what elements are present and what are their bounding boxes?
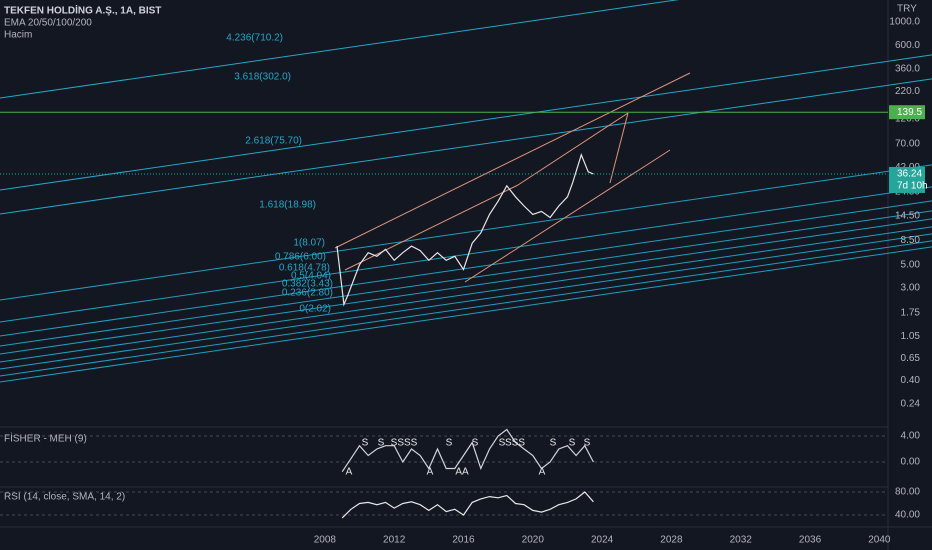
- fib-label: 3.618(302.0): [234, 72, 291, 83]
- fib-line: [0, 78, 932, 215]
- signal: A: [346, 467, 353, 478]
- y-tick-label: 0.00: [901, 457, 921, 468]
- y-tick-label: 4.00: [901, 431, 921, 442]
- y-tick-label: 0.40: [901, 375, 921, 386]
- x-tick-label: 2032: [730, 535, 753, 546]
- fib-line: [0, 186, 932, 323]
- signal: A: [427, 467, 434, 478]
- rsi-line: [341, 491, 594, 519]
- fib-label: 0.618(4.78): [279, 263, 330, 274]
- y-tick-label: 3.00: [901, 283, 921, 294]
- x-tick-label: 2028: [660, 535, 683, 546]
- y-tick-label: 8.50: [901, 235, 921, 246]
- x-tick-label: 2008: [314, 535, 337, 546]
- x-tick-label: 2020: [522, 535, 545, 546]
- fib-line: [0, 200, 932, 337]
- fib-line: [0, 210, 932, 347]
- x-tick-label: 2012: [383, 535, 406, 546]
- fib-line: [0, 54, 932, 191]
- y-tick-label: 600.0: [895, 40, 920, 51]
- x-tick-label: 2040: [868, 535, 891, 546]
- y-tick-label: 1.75: [901, 307, 921, 318]
- y-tick-label: 40.00: [895, 510, 920, 521]
- indicator-label: Hacim: [4, 30, 32, 41]
- y-tick-label: 360.0: [895, 63, 920, 74]
- fib-label: 0.382(3.43): [282, 279, 333, 290]
- price-tag: [889, 166, 925, 193]
- pane-title: RSI (14, close, SMA, 14, 2): [4, 492, 125, 503]
- indicator-label: EMA 20/50/100/200: [4, 18, 92, 29]
- y-tick-label: 1.05: [901, 331, 921, 342]
- x-tick-label: 2016: [452, 535, 475, 546]
- y-tick-label: 1000.0: [889, 17, 920, 28]
- y-tick-label: 5.00: [901, 259, 921, 270]
- y-tick-label: 0.24: [901, 398, 921, 409]
- signal: S: [378, 438, 385, 449]
- fib-label: 1.618(18.98): [259, 200, 316, 211]
- signal: S: [550, 438, 557, 449]
- fib-label: 0.236(2.80): [282, 288, 333, 299]
- fib-label: 0(2.02): [299, 304, 331, 315]
- fib-line: [0, 240, 932, 377]
- trend-line: [344, 184, 519, 271]
- signal: S: [499, 438, 506, 449]
- y-tick-label: 0.65: [901, 353, 921, 364]
- signal: A: [539, 467, 546, 478]
- pane-title: FİSHER - MEH (9): [4, 432, 87, 445]
- fib-line: [0, 164, 932, 301]
- trend-line: [464, 149, 671, 283]
- fib-line: [0, 226, 932, 363]
- signal: S: [362, 438, 369, 449]
- x-tick-label: 2024: [591, 535, 614, 546]
- trend-line: [517, 112, 629, 186]
- y-tick-label: 14.50: [895, 211, 920, 222]
- fib-line: [0, 246, 932, 383]
- y-tick-label: 220.0: [895, 86, 920, 97]
- fib-label: 0.786(6.00): [275, 252, 326, 263]
- y-tick-label: 70.00: [895, 138, 920, 149]
- fib-label: 4.236(710.2): [226, 33, 283, 44]
- price-tag: [889, 105, 925, 120]
- fib-label: 1(8.07): [293, 238, 325, 249]
- trend-line: [334, 72, 691, 249]
- signal: S: [569, 438, 576, 449]
- y-tick-label: 120.0: [895, 114, 920, 125]
- price-line: [336, 153, 594, 307]
- fib-line: [0, 0, 680, 99]
- x-tick-label: 2036: [799, 535, 822, 546]
- currency: TRY: [897, 4, 917, 15]
- trend-line: [609, 112, 629, 184]
- signal: S: [584, 438, 591, 449]
- signal: SSSS: [391, 438, 418, 449]
- signal: S: [472, 438, 479, 449]
- price-tag-label: 139.5: [897, 107, 922, 118]
- signal: SSS: [505, 438, 525, 449]
- countdown: 7d 10h: [897, 181, 928, 192]
- fib-line: [0, 233, 932, 370]
- price-tag-label: 36.24: [897, 169, 922, 180]
- fib-label: 2.618(75.70): [245, 136, 302, 147]
- fib-line: [0, 218, 932, 355]
- signal: AA: [455, 467, 469, 478]
- fib-label: 0.5(4.04): [291, 271, 331, 282]
- symbol-title: TEKFEN HOLDİNG A.Ş., 1A, BIST: [4, 4, 161, 17]
- y-tick-label: 80.00: [895, 487, 920, 498]
- fisher-line: [341, 428, 594, 473]
- signal: S: [446, 438, 453, 449]
